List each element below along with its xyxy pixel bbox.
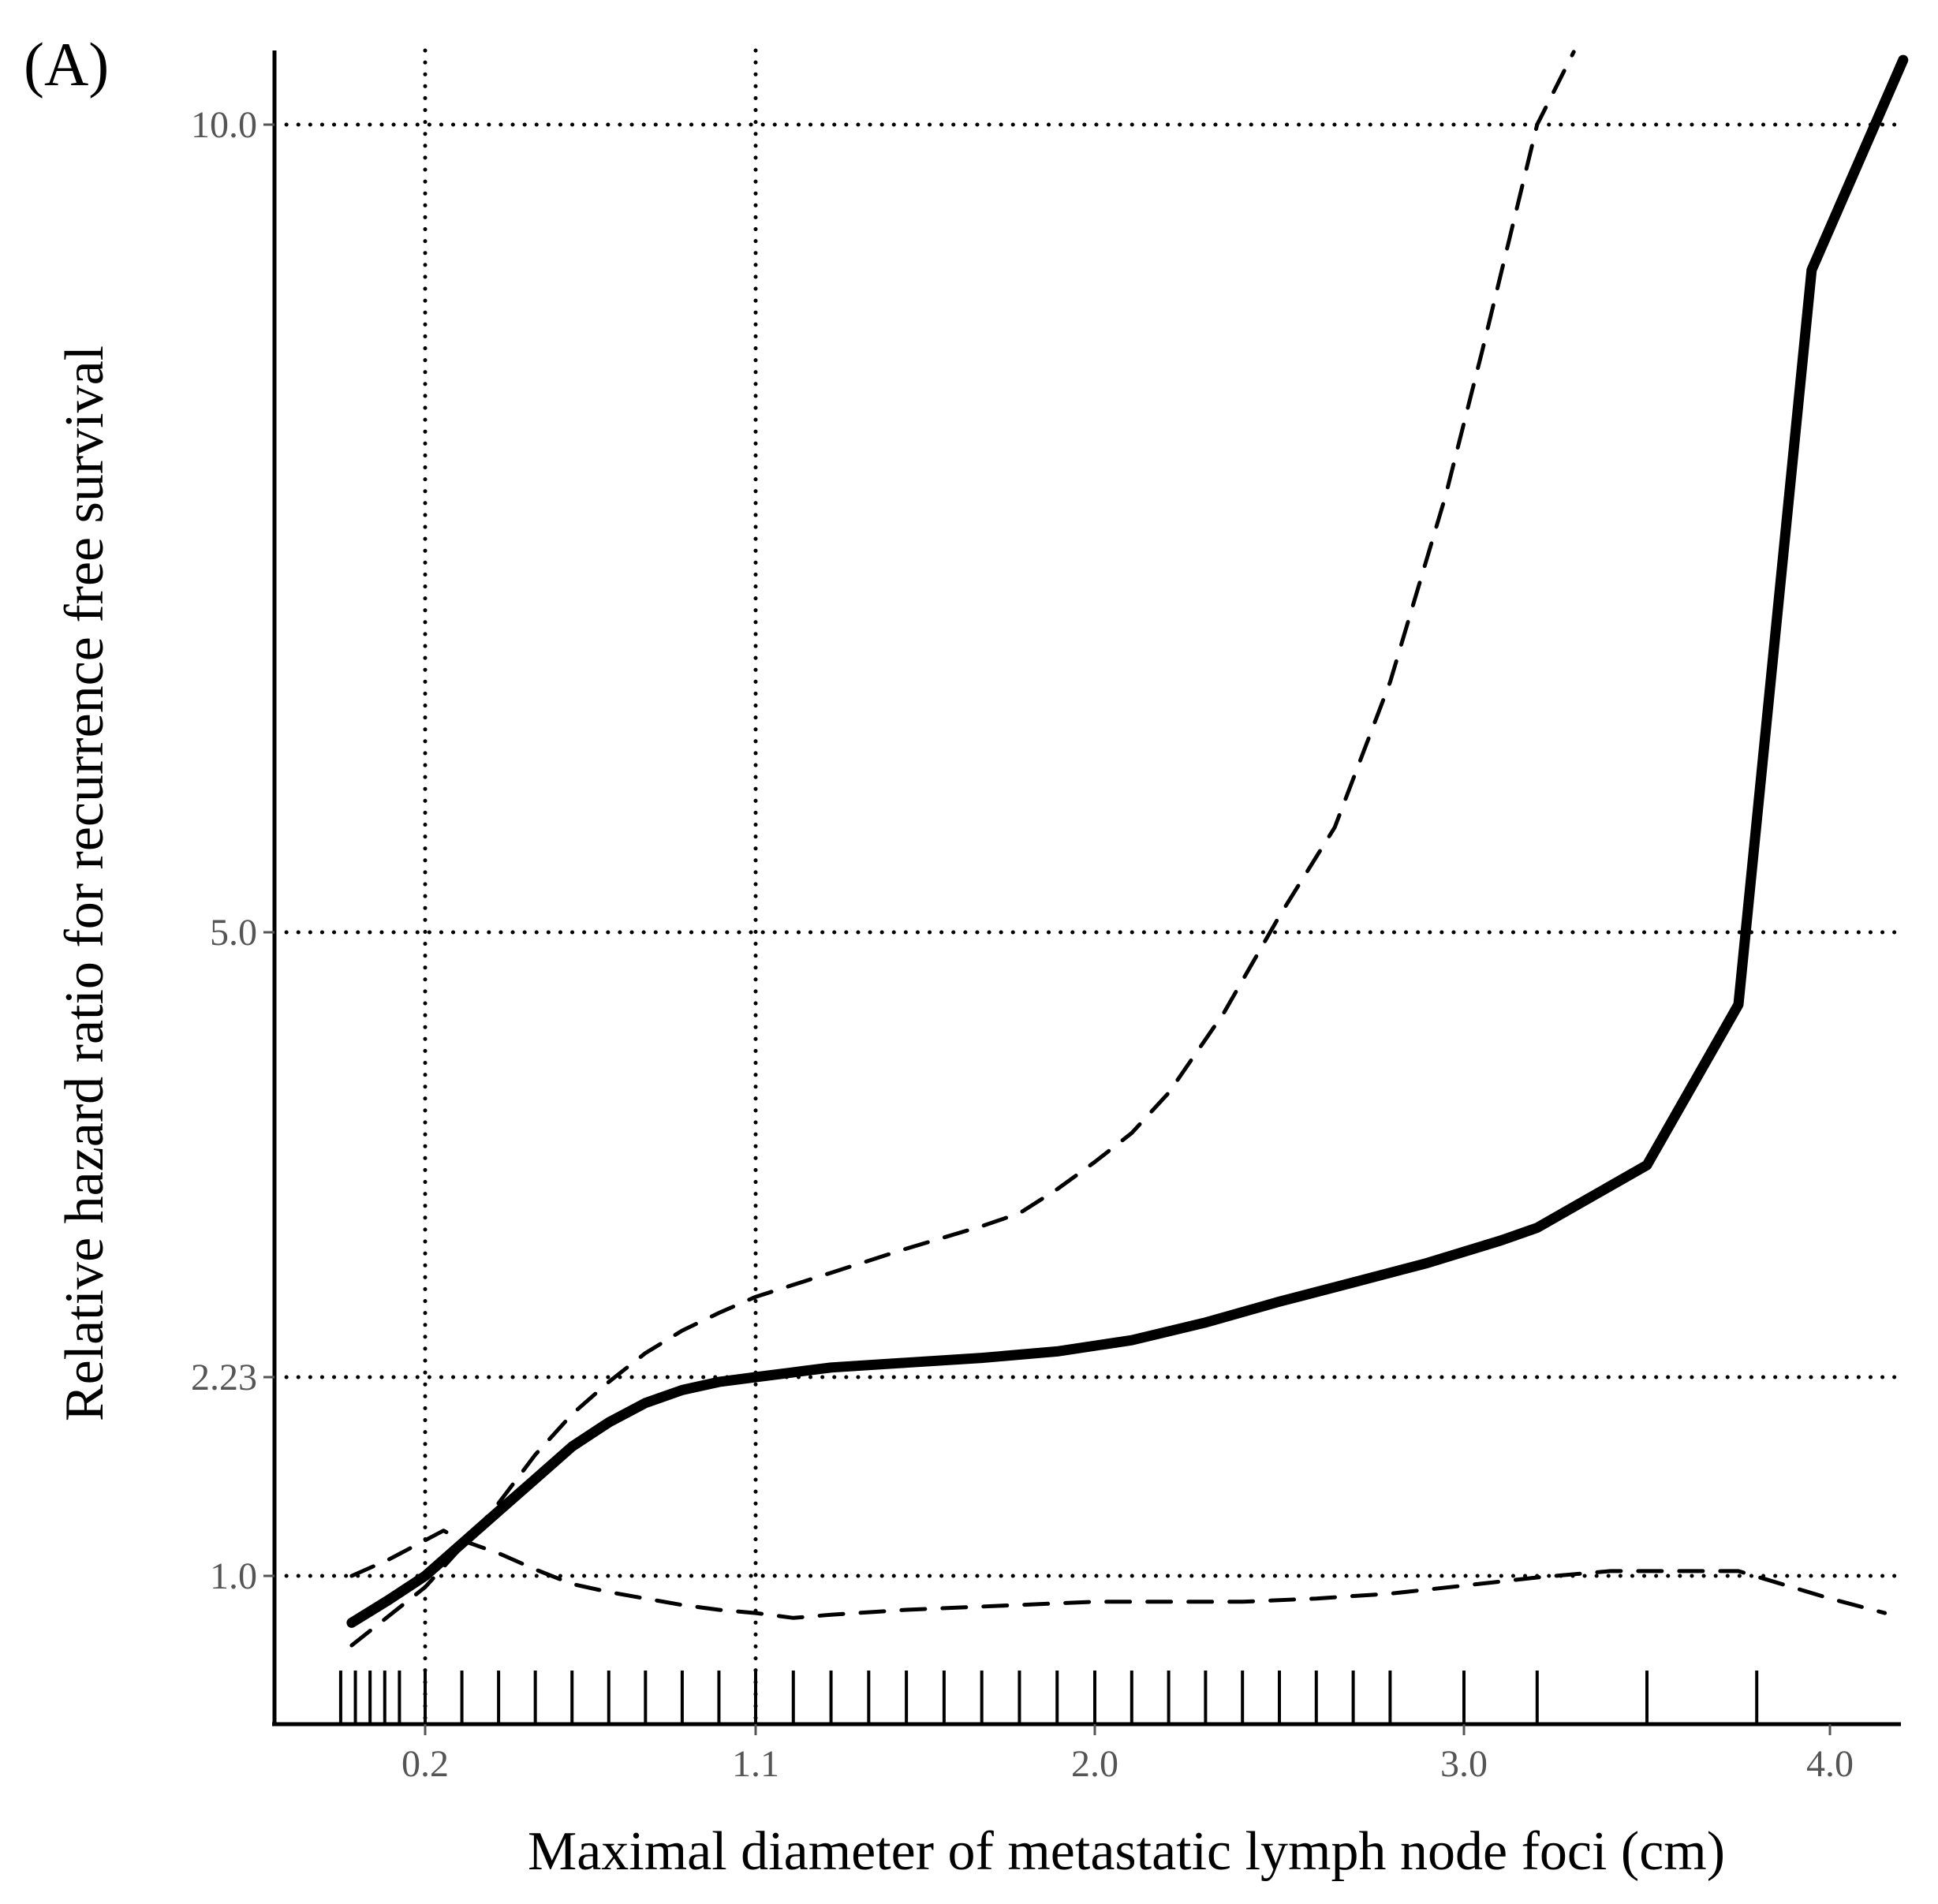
axes [272, 50, 1901, 1727]
y-tick-label: 10.0 [191, 104, 257, 146]
x-tick-label: 3.0 [1440, 1743, 1488, 1785]
ci-lower-line [349, 1529, 1888, 1620]
rug-marks [338, 1671, 1759, 1724]
tick-labels: 0.2 1.1 2.0 3.0 4.0 1.0 2.23 5.0 10.0 [191, 104, 1854, 1785]
x-tick-label: 0.2 [401, 1743, 449, 1785]
y-tick-label: 2.23 [191, 1357, 257, 1398]
x-tick-label: 1.1 [732, 1743, 779, 1785]
panel-label: (A) [24, 30, 109, 99]
y-axis-title: Relative hazard ratio for recurrence fre… [54, 345, 115, 1421]
x-tick-label: 4.0 [1806, 1743, 1854, 1785]
ci-upper-line [349, 50, 1576, 1648]
y-tick-label: 5.0 [210, 912, 257, 954]
x-tick-label: 2.0 [1071, 1743, 1118, 1785]
hazard-ratio-line [346, 54, 1909, 1628]
y-tick-label: 1.0 [210, 1555, 257, 1597]
reference-lines [272, 48, 1903, 1727]
x-axis-title: Maximal diameter of metastatic lymph nod… [528, 1821, 1725, 1882]
series-lines [346, 50, 1909, 1648]
